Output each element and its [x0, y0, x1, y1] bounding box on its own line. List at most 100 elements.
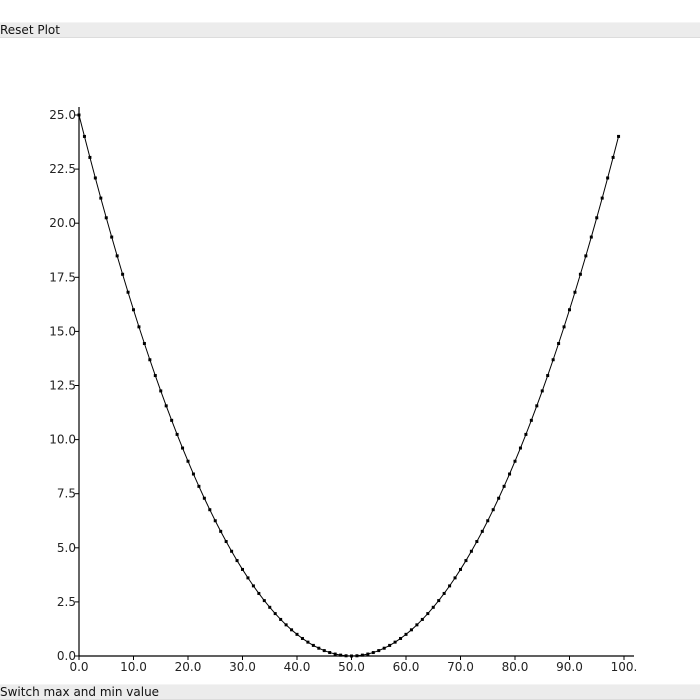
- data-point: [251, 584, 255, 588]
- data-point: [453, 576, 457, 580]
- data-point: [529, 418, 533, 422]
- data-point: [284, 623, 288, 627]
- data-point: [159, 389, 163, 393]
- y-tick-label: 17.5: [49, 270, 76, 284]
- data-point: [475, 540, 479, 544]
- data-point: [518, 446, 522, 450]
- switch-max-min-label: Switch max and min value: [0, 685, 160, 699]
- data-point: [181, 446, 185, 450]
- data-point: [230, 549, 234, 553]
- reset-plot-button[interactable]: Reset Plot: [0, 22, 700, 38]
- data-point: [497, 496, 501, 500]
- data-point: [546, 374, 550, 378]
- data-point: [486, 519, 490, 523]
- data-point: [606, 176, 610, 180]
- data-point: [448, 584, 452, 588]
- data-point: [409, 628, 413, 632]
- chart-axes: [78, 107, 634, 657]
- data-point: [344, 654, 348, 658]
- data-point: [137, 325, 141, 329]
- data-point: [121, 272, 125, 276]
- data-point: [502, 484, 506, 488]
- data-point: [170, 418, 174, 422]
- data-point: [164, 404, 168, 408]
- x-tick-label: 60.0: [393, 660, 420, 674]
- data-point: [360, 653, 364, 657]
- data-point: [480, 529, 484, 533]
- x-tick-label: 20.0: [175, 660, 202, 674]
- chart-ticks: 0.0 10.0 20.0 30.0 40.0 50.0 60.0 70.0 80.0 90.0 1…: [49, 108, 637, 674]
- data-point: [355, 654, 359, 658]
- y-tick-label: 2.5: [57, 595, 76, 609]
- data-point: [175, 432, 179, 436]
- data-point: [551, 358, 555, 362]
- switch-max-min-button[interactable]: Switch max and min value: [0, 684, 700, 700]
- data-point: [426, 612, 430, 616]
- x-tick-label: 70.0: [447, 660, 474, 674]
- data-point: [311, 643, 315, 647]
- y-tick-label: 10.0: [49, 433, 76, 447]
- data-point: [77, 113, 81, 117]
- y-tick-label: 15.0: [49, 324, 76, 338]
- data-point: [371, 651, 375, 655]
- data-point: [377, 649, 381, 653]
- data-point: [82, 134, 86, 138]
- data-point: [115, 254, 119, 258]
- data-point: [224, 540, 228, 544]
- data-point: [350, 654, 353, 658]
- data-point: [339, 653, 343, 657]
- data-point: [420, 617, 424, 621]
- y-tick-label: 22.5: [49, 162, 76, 176]
- data-point: [88, 155, 92, 159]
- data-point: [442, 591, 446, 595]
- data-point: [202, 496, 206, 500]
- data-point: [295, 632, 299, 636]
- x-tick-label: 50.0: [338, 660, 365, 674]
- x-tick-label: 10.0: [120, 660, 147, 674]
- x-tick-label: 90.0: [556, 660, 583, 674]
- data-point: [273, 612, 277, 616]
- data-point: [262, 599, 266, 603]
- data-point: [524, 432, 528, 436]
- data-point: [404, 632, 408, 636]
- data-point: [540, 389, 544, 393]
- data-point: [246, 576, 250, 580]
- x-tick-label: 100.: [611, 660, 638, 674]
- data-point: [126, 290, 130, 294]
- data-point: [508, 472, 512, 476]
- data-point: [104, 216, 108, 220]
- x-tick-label: 40.0: [284, 660, 311, 674]
- data-point: [535, 404, 539, 408]
- data-point: [366, 652, 370, 656]
- data-point: [437, 599, 441, 603]
- x-tick-label: 30.0: [229, 660, 256, 674]
- data-point: [257, 591, 261, 595]
- data-point: [399, 636, 403, 640]
- data-point: [322, 649, 326, 653]
- series-line: [78, 114, 620, 657]
- data-point: [333, 652, 337, 656]
- data-point: [191, 472, 195, 476]
- data-point: [153, 374, 157, 378]
- data-point: [99, 196, 103, 200]
- reset-plot-label: Reset Plot: [0, 23, 60, 37]
- data-point: [431, 605, 435, 609]
- data-point: [611, 155, 615, 159]
- data-point: [600, 196, 604, 200]
- data-point: [213, 519, 217, 523]
- y-tick-label: 7.5: [57, 487, 76, 501]
- x-tick-label: 0.0: [69, 660, 88, 674]
- data-point: [235, 559, 239, 563]
- data-point: [328, 651, 332, 655]
- y-tick-label: 20.0: [49, 216, 76, 230]
- data-point: [469, 549, 473, 553]
- data-point: [197, 484, 201, 488]
- data-point: [415, 623, 419, 627]
- data-point: [290, 628, 294, 632]
- data-point: [300, 636, 304, 640]
- data-point: [568, 308, 571, 312]
- x-tick-label: 80.0: [502, 660, 529, 674]
- data-point: [382, 646, 386, 650]
- data-point: [562, 325, 566, 329]
